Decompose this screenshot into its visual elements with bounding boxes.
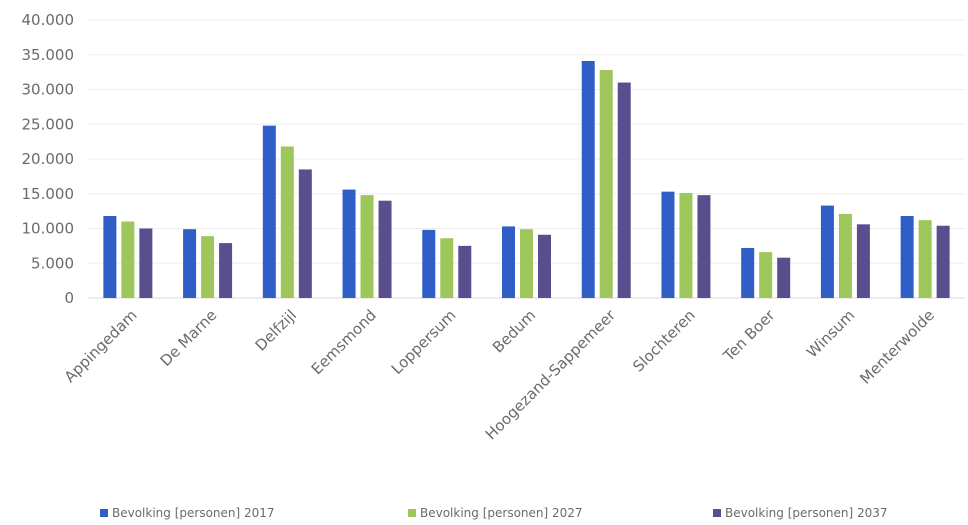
bars [103,61,950,298]
bar [936,225,950,298]
y-axis-ticks: 0 5.000 10.000 15.000 20.000 25.000 30.000 35.0… [22,11,75,307]
bar [856,224,870,298]
bar [900,215,914,298]
x-axis-labels: Appingedam De Marne Delfzijl Eemsmond Lopper… [61,306,938,444]
bar [262,125,276,298]
legend-label-2027: Bevolking [personen] 2027 [420,506,583,520]
bar [581,61,595,298]
legend-swatch-2027 [408,509,416,517]
x-tick-label: Delfzijl [252,306,301,355]
bar [378,200,392,298]
x-tick-label: Ten Boer [719,306,779,366]
y-tick-label: 0 [64,289,74,307]
bar [360,195,374,298]
legend-item-2017: Bevolking [personen] 2017 [100,506,275,520]
bar [422,229,436,298]
bar [697,195,711,298]
bar [599,70,613,298]
legend-label-2037: Bevolking [personen] 2037 [725,506,888,520]
bar [298,169,312,298]
legend-swatch-2037 [713,509,721,517]
legend: Bevolking [personen] 2017 Bevolking [per… [0,506,968,524]
y-tick-label: 35.000 [22,46,75,64]
bar [838,213,852,298]
legend-item-2027: Bevolking [personen] 2027 [408,506,583,520]
bar [440,238,454,298]
x-tick-label: Hoogezand-Sappemeer [482,306,620,444]
y-tick-label: 25.000 [22,115,75,133]
bar [741,247,755,298]
bar [820,205,834,298]
bar [201,236,215,298]
legend-label-2017: Bevolking [personen] 2017 [112,506,275,520]
bar [502,226,515,298]
bar [918,220,932,298]
x-tick-label: De Marne [157,306,221,370]
y-tick-label: 20.000 [22,150,75,168]
bar [139,228,153,298]
x-tick-label: Loppersum [388,306,460,378]
bar [617,82,631,298]
x-tick-label: Slochteren [629,306,699,376]
legend-swatch-2017 [100,509,108,517]
x-tick-label: Winsum [803,306,858,361]
bar [759,252,773,298]
x-tick-label: Bedum [489,306,539,356]
y-tick-label: 5.000 [31,254,74,272]
bar [538,234,551,298]
bar [661,191,675,298]
bar [219,243,233,298]
x-tick-label: Appingedam [61,306,141,386]
x-tick-label: Menterwolde [856,306,938,388]
gridlines [88,19,965,299]
y-tick-label: 15.000 [22,185,75,203]
bar [342,189,356,298]
bar [458,245,472,298]
bar [183,229,197,298]
bar [679,193,693,298]
bar [121,221,135,298]
bar-chart: 0 5.000 10.000 15.000 20.000 25.000 30.000 35.0… [22,11,965,444]
bar [103,215,117,298]
bar [520,229,533,298]
bar [777,257,791,298]
bar [280,146,294,298]
x-tick-label: Eemsmond [308,306,380,378]
y-tick-label: 40.000 [22,11,75,29]
y-tick-label: 10.000 [22,220,75,238]
legend-item-2037: Bevolking [personen] 2037 [713,506,888,520]
y-tick-label: 30.000 [22,81,75,99]
